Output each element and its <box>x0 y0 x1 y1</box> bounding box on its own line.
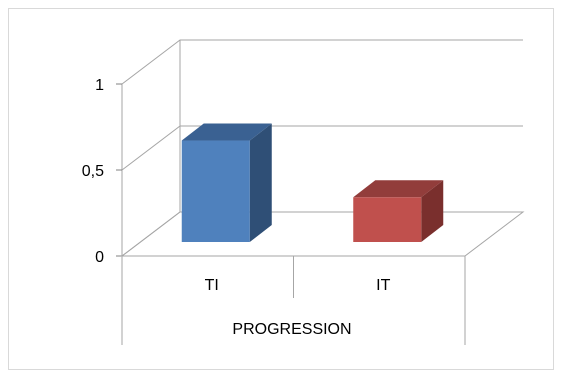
bar-side <box>249 123 272 242</box>
x-category-label: TI <box>205 277 219 294</box>
chart-frame <box>8 8 554 370</box>
y-tick-label: 0 <box>95 249 104 266</box>
bars <box>181 123 444 242</box>
y-tick-labels: 00,51 <box>82 77 104 266</box>
bar-top <box>181 123 272 141</box>
x-axis-title: PROGRESSION <box>232 321 351 338</box>
x-category-labels: TI IT <box>205 277 391 294</box>
bar-front <box>353 197 422 242</box>
bar-ti <box>181 123 272 242</box>
gridline <box>121 39 523 85</box>
chart-floor <box>120 211 525 257</box>
bar-side <box>421 180 444 242</box>
axes <box>116 40 525 345</box>
y-tick-label: 1 <box>95 77 104 94</box>
x-category-label: IT <box>376 277 390 294</box>
bar-front <box>181 140 250 242</box>
bar-top <box>353 180 444 198</box>
bar-it <box>353 180 444 242</box>
y-tick-label: 0,5 <box>82 163 104 180</box>
